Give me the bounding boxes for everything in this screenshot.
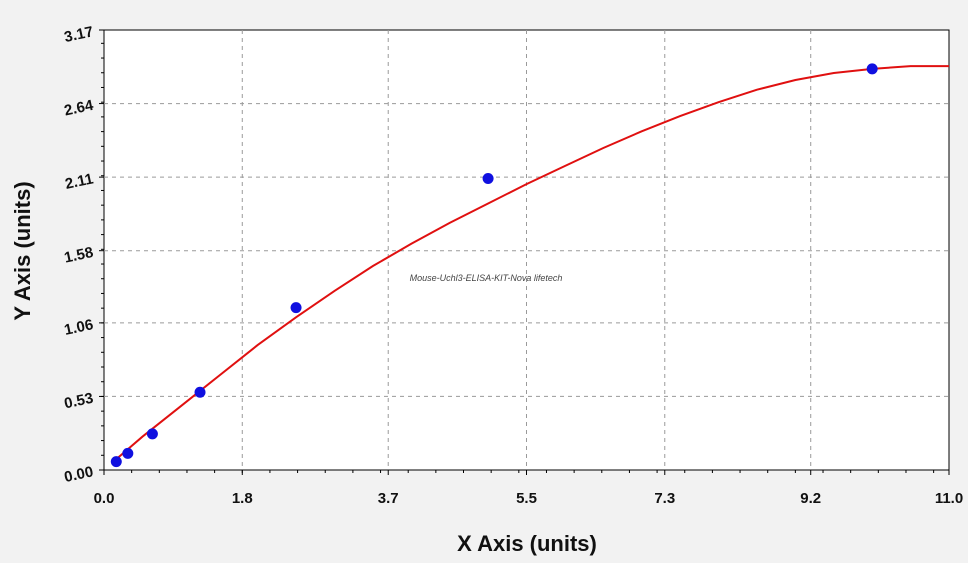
fit-curve-layer (111, 65, 949, 464)
y-tick-label: 2.11 (64, 170, 95, 193)
data-point (194, 386, 206, 398)
y-tick-label: 0.53 (63, 390, 95, 413)
y-axis-title: Y Axis (units) (10, 181, 35, 320)
x-tick-label: 1.8 (232, 490, 253, 507)
y-tick-label: 1.58 (63, 244, 95, 267)
data-point (122, 447, 134, 459)
data-point (146, 428, 158, 440)
fit-curve (111, 65, 949, 464)
ticks: 0.0 1.8 3.7 5.5 7.3 9.2 11.0 0.00 0.53 1.06 1.58 2.… (63, 23, 963, 507)
x-tick-label: 9.2 (800, 490, 821, 507)
x-axis-title: X Axis (units) (457, 531, 597, 556)
x-tick-label: 0.0 (94, 490, 115, 507)
data-point (290, 302, 302, 314)
x-tick-label: 3.7 (378, 490, 399, 507)
y-tick-label: 2.64 (63, 97, 96, 120)
data-point (866, 63, 878, 75)
watermark-text: Mouse-Uchl3-ELISA-KIT-Nova lifetech (410, 273, 563, 283)
grid (104, 30, 949, 470)
data-point (482, 173, 494, 185)
y-tick-label: 0.00 (63, 463, 95, 486)
y-tick-label: 1.06 (63, 316, 95, 339)
data-point (110, 456, 122, 468)
x-tick-label: 11.0 (935, 490, 963, 507)
y-tick-label: 3.17 (63, 23, 95, 46)
x-tick-label: 7.3 (654, 490, 675, 507)
x-tick-label: 5.5 (516, 490, 537, 507)
data-points (110, 63, 878, 468)
